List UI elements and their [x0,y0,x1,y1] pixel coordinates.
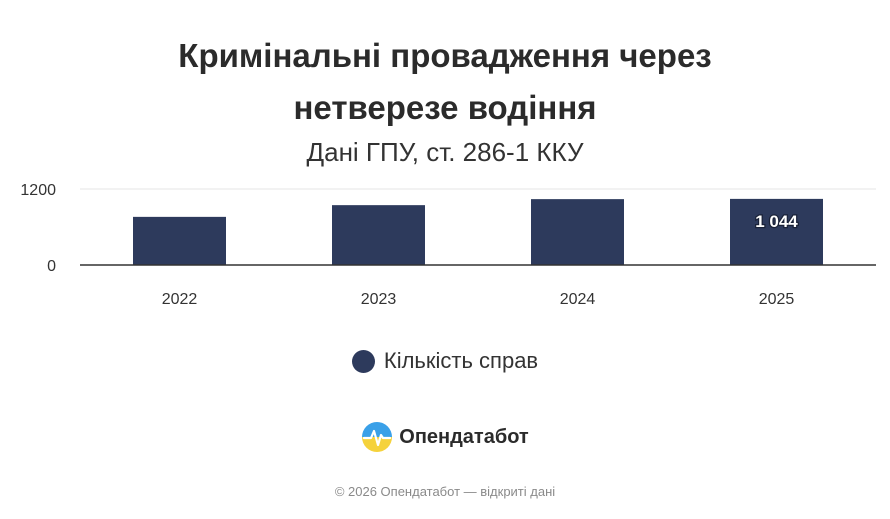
x-tick-label: 2022 [162,291,198,308]
x-tick-label: 2024 [560,291,596,308]
chart-subtitle: Дані ГПУ, ст. 286-1 ККУ [306,137,584,167]
brand-name: Опендатабот [399,425,529,448]
legend-label: Кількість справ [383,348,539,373]
legend-swatch [351,349,375,373]
chart-title: Кримінальні провадження через нетверезе … [0,30,890,134]
bar [332,205,425,265]
brand-logo-icon [362,422,393,452]
x-tick-label: 2025 [759,291,795,308]
brand: Опендатабот [0,421,890,453]
chart-title-line-2: нетверезе водіння [293,89,597,126]
data-label: 1 044 [755,212,798,231]
bar [730,198,823,265]
bar [133,216,226,265]
bar [531,199,624,265]
footer-copyright: © 2026 Опендатабот — відкриті дані [334,484,556,499]
bar-chart: 0 1200 2022 2023 2024 2025 1 044 [20,182,876,308]
y-tick-label: 0 [47,258,56,275]
chart-legend[interactable]: Кількість справ [0,348,890,374]
x-tick-label: 2023 [361,291,397,308]
y-tick-label: 1200 [20,182,56,199]
chart-title-line-1: Кримінальні провадження через [178,37,712,74]
